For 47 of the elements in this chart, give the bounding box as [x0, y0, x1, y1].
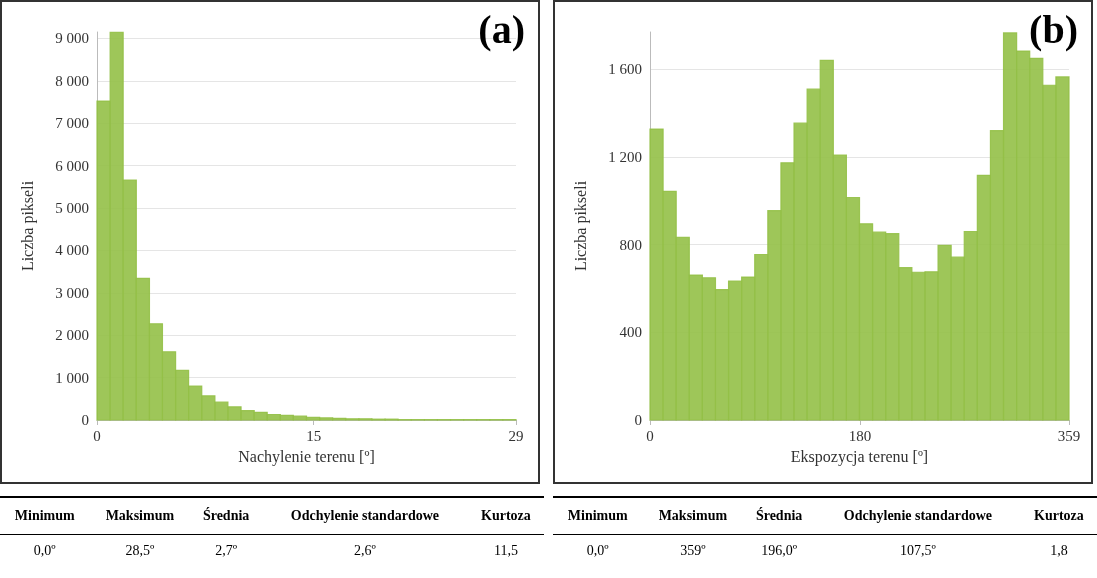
text: Minimum [566, 507, 629, 525]
y-tick-label: 1 000 [55, 369, 89, 386]
y-axis-title: Liczba pikseli [18, 180, 37, 272]
text: 11,5 [492, 542, 519, 560]
text: Minimum [13, 507, 76, 525]
text: Maksimum [657, 507, 729, 525]
y-tick-label: 9 000 [55, 30, 89, 47]
text: Kurtoza [1033, 507, 1085, 525]
x-tick-label: 359 [1057, 427, 1081, 444]
text: Odchylenie standardowe [289, 507, 440, 525]
text: Średnia [754, 506, 804, 525]
y-tick-label: 7 000 [55, 115, 89, 132]
x-tick-label: 0 [93, 427, 101, 444]
text: 1,8 [1049, 542, 1069, 560]
text: Odchylenie standardowe [842, 507, 993, 525]
y-tick-label: 1 600 [608, 61, 642, 78]
y-tick-label: 400 [619, 324, 642, 341]
chart-title: (a) [478, 6, 525, 52]
x-axis-title: Nachylenie terenu [º] [238, 447, 375, 466]
y-tick-label: 8 000 [55, 72, 89, 89]
text: 2,6º [353, 542, 377, 560]
y-tick-label: 0 [81, 412, 89, 428]
x-tick-label: 0 [646, 427, 654, 444]
y-tick-label: 6 000 [55, 157, 89, 174]
y-tick-label: 1 200 [608, 148, 642, 165]
text: Maksimum [104, 507, 176, 525]
y-tick-label: 0 [634, 412, 642, 428]
x-axis-title: Ekspozycja terenu [º] [790, 447, 929, 466]
x-tick-label: 180 [848, 427, 872, 444]
x-tick-label: 29 [508, 427, 524, 444]
chart-title: (b) [1029, 6, 1078, 52]
text: Średnia [201, 506, 251, 525]
text: 28,5º [124, 542, 156, 560]
y-tick-label: 800 [619, 236, 642, 253]
y-tick-label: 3 000 [55, 284, 89, 301]
y-tick-label: 5 000 [55, 199, 89, 216]
text: 0,0º [32, 542, 57, 560]
text: Kurtoza [480, 507, 532, 525]
y-axis-title: Liczba pikseli [571, 180, 590, 272]
y-tick-label: 2 000 [55, 327, 89, 344]
text: 196,0º [760, 542, 799, 560]
y-tick-label: 4 000 [55, 242, 89, 259]
text: 0,0º [585, 542, 610, 560]
text: 107,5º [899, 542, 937, 560]
text: 359º [679, 542, 707, 560]
text: 2,7º [214, 542, 239, 560]
x-tick-label: 15 [306, 427, 322, 444]
